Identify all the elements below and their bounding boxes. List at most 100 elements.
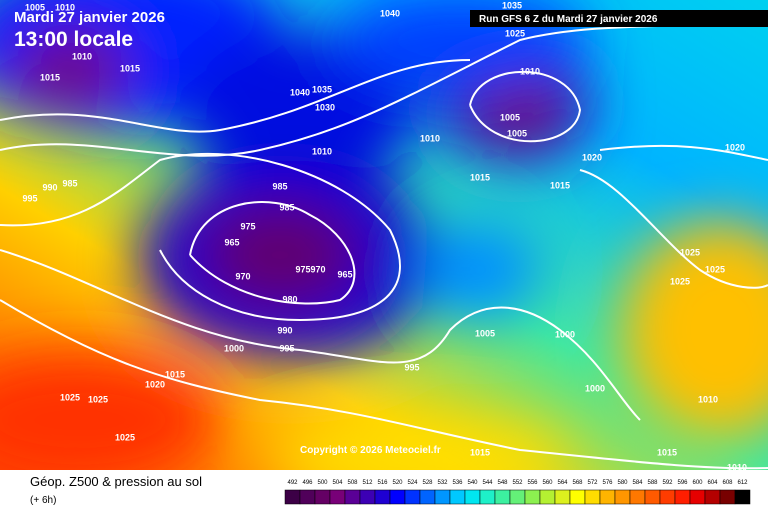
colorbar-label: 552 (512, 480, 523, 486)
colorbar-label: 516 (377, 480, 388, 486)
isobar-label: 995 (404, 362, 419, 372)
isobar-label: 1040 (290, 87, 310, 97)
colorbar-label: 540 (467, 480, 478, 486)
isobar-label: 1015 (165, 369, 185, 379)
isobar-label: 995 (22, 193, 37, 203)
isobar-label: 975 (240, 221, 255, 231)
run-info: Run GFS 6 Z du Mardi 27 janvier 2026 (479, 14, 658, 25)
isobar-label: 995 (279, 343, 294, 353)
isobar-label: 985 (272, 181, 287, 191)
isobar-label: 990 (42, 182, 57, 192)
isobar-label: 1000 (585, 383, 605, 393)
colorbar-label: 588 (647, 480, 658, 486)
isobar-label: 1025 (60, 392, 80, 402)
map-time: 13:00 locale (14, 28, 133, 51)
isobar-label: 985 (62, 178, 77, 188)
colorbar-label: 504 (332, 480, 343, 486)
colorbar-label: 548 (497, 480, 508, 486)
run-box (470, 10, 768, 27)
colorbar-cell (689, 489, 706, 505)
colorbar-cell (509, 489, 526, 505)
isobar-label: 1025 (680, 247, 700, 257)
colorbar-label: 596 (677, 480, 688, 486)
colorbar-cell (659, 489, 676, 505)
isobar-label: 985 (279, 202, 294, 212)
colorbar-cell (314, 489, 331, 505)
colorbar-cell (599, 489, 616, 505)
colorbar-label: 500 (317, 480, 328, 486)
colorbar-cell (719, 489, 736, 505)
colorbar-cell (449, 489, 466, 505)
isobar-label: 970 (235, 271, 250, 281)
colorbar-label: 544 (482, 480, 493, 486)
isobar-label: 1005 (507, 128, 527, 138)
legend-title: Géop. Z500 & pression au sol (30, 474, 202, 489)
colorbar-cell (584, 489, 601, 505)
colorbar-cell (494, 489, 511, 505)
colorbar-cell (569, 489, 586, 505)
isobar-label: 1015 (470, 447, 490, 457)
isobar-label: 1015 (657, 447, 677, 457)
colorbar-cell (464, 489, 481, 505)
isobar-label: 1010 (55, 2, 75, 12)
isobar-label: 1010 (72, 51, 92, 61)
isobar-label: 1000 (224, 343, 244, 353)
map-field (0, 0, 768, 500)
colorbar-cell (329, 489, 346, 505)
colorbar-label: 560 (542, 480, 553, 486)
map-date: Mardi 27 janvier 2026 (14, 9, 165, 26)
colorbar-label: 520 (392, 480, 403, 486)
isobar-label: 1025 (88, 394, 108, 404)
colorbar-cell (704, 489, 721, 505)
isobar-label: 1020 (725, 142, 745, 152)
isobar-label: 1015 (550, 180, 570, 190)
isobar-label: 1015 (470, 172, 490, 182)
isobar-label: 980 (282, 294, 297, 304)
colorbar-cell (299, 489, 316, 505)
colorbar-label: 496 (302, 480, 313, 486)
isobar-label: 1025 (115, 432, 135, 442)
colorbar-cell (359, 489, 376, 505)
colorbar-label: 508 (347, 480, 358, 486)
colorbar-label: 608 (722, 480, 733, 486)
colorbar-cell (539, 489, 556, 505)
colorbar-label: 536 (452, 480, 463, 486)
isobar-label: 1030 (315, 102, 335, 112)
colorbar-label: 564 (557, 480, 568, 486)
colorbar-cell (629, 489, 646, 505)
colorbar-label: 584 (632, 480, 643, 486)
isobar-label: 1015 (120, 63, 140, 73)
isobar-label: 1025 (505, 28, 525, 38)
isobar-label: 1000 (555, 329, 575, 339)
colorbar-label: 580 (617, 480, 628, 486)
colorbar-cell (374, 489, 391, 505)
colorbar-cell (614, 489, 631, 505)
colorbar-cell (734, 489, 751, 505)
colorbar-label: 512 (362, 480, 373, 486)
colorbar-cell (479, 489, 496, 505)
colorbar-cell (434, 489, 451, 505)
colorbar-label: 576 (602, 480, 613, 486)
colorbar-cell (344, 489, 361, 505)
isobar-label: 975 (295, 264, 310, 274)
isobar-label: 1015 (40, 72, 60, 82)
isobar-label: 1010 (312, 146, 332, 156)
colorbar-cell (554, 489, 571, 505)
isobar-label: 1020 (582, 152, 602, 162)
isobar-label: 990 (277, 325, 292, 335)
colorbar-label: 600 (692, 480, 703, 486)
isobar-label: 1005 (475, 328, 495, 338)
colorbar-cell (404, 489, 421, 505)
isobar-label: 1025 (705, 264, 725, 274)
colorbar-cell (389, 489, 406, 505)
isobar-label: 1010 (420, 133, 440, 143)
legend-lead: (+ 6h) (30, 495, 56, 506)
colorbar-label: 528 (422, 480, 433, 486)
colorbar-cell (644, 489, 661, 505)
colorbar-label: 492 (287, 480, 298, 486)
colorbar-label: 532 (437, 480, 448, 486)
colorbar-cell (524, 489, 541, 505)
isobar-label: 1010 (698, 394, 718, 404)
colorbar-label: 524 (407, 480, 418, 486)
